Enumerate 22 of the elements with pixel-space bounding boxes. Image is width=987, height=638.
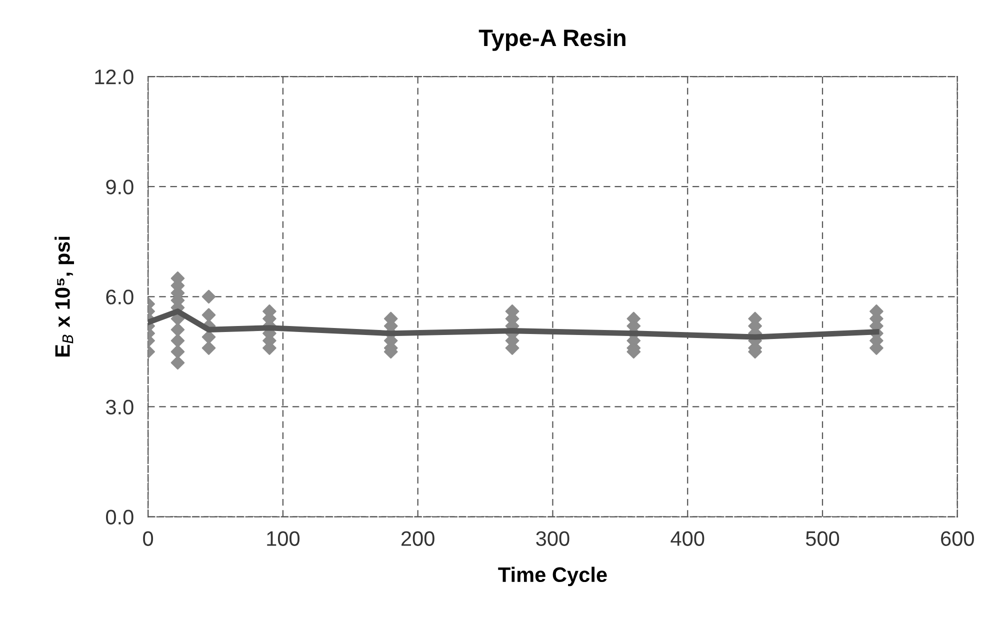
y-tick-label: 6.0 [106,290,134,304]
x-tick-label: 300 [536,531,570,546]
chart-title: Type-A Resin [478,28,626,51]
y-tick-label: 3.0 [106,400,134,414]
y-tick-label: 0.0 [106,510,134,525]
point [202,290,216,304]
y-axis-title: E$_{B}$ x 10⁵, psi [54,236,74,357]
point [170,334,185,348]
x-tick-label: 0 [143,531,154,546]
x-tick-label: 600 [941,531,974,546]
point [202,308,216,322]
x-tick-label: 200 [402,531,434,546]
point [170,322,185,337]
y-tick-label: 12.0 [95,70,134,84]
point [170,344,185,359]
point [170,356,185,370]
y-tick-label: 9.0 [106,180,134,194]
x-axis-title: Time Cycle [498,566,607,586]
x-tick-label: 100 [267,531,300,546]
x-tick-label: 500 [806,531,840,546]
x-tick-label: 400 [670,531,704,546]
point [202,341,216,355]
